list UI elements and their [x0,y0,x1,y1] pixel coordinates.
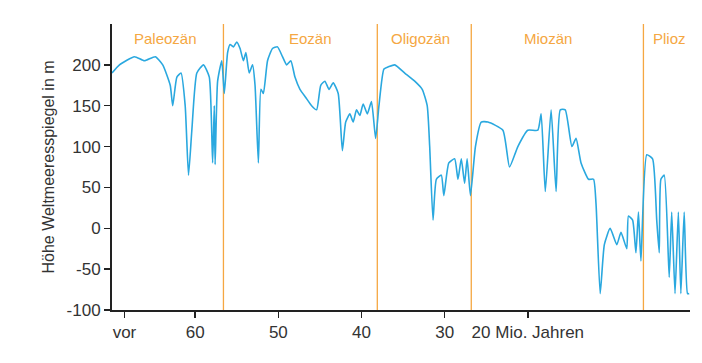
svg-text:-100: -100 [67,301,101,320]
svg-text:Höhe Weltmeeresspiegel in m: Höhe Weltmeeresspiegel in m [40,60,57,273]
svg-text:Eozän: Eozän [289,30,332,47]
svg-text:100: 100 [72,138,100,157]
svg-text:30: 30 [435,323,454,342]
svg-text:vor: vor [113,323,137,342]
svg-text:Plioz: Plioz [653,30,686,47]
svg-text:60: 60 [186,323,205,342]
svg-text:Miozän: Miozän [524,30,572,47]
svg-text:-50: -50 [76,260,101,279]
svg-text:0: 0 [91,219,100,238]
svg-text:Paleozän: Paleozän [134,30,197,47]
svg-text:Oligozän: Oligozän [391,30,450,47]
svg-text:40: 40 [352,323,371,342]
svg-text:150: 150 [72,97,100,116]
svg-text:50: 50 [82,178,101,197]
svg-text:20 Mio. Jahren: 20 Mio. Jahren [472,323,584,342]
svg-text:200: 200 [72,56,100,75]
svg-text:50: 50 [269,323,288,342]
